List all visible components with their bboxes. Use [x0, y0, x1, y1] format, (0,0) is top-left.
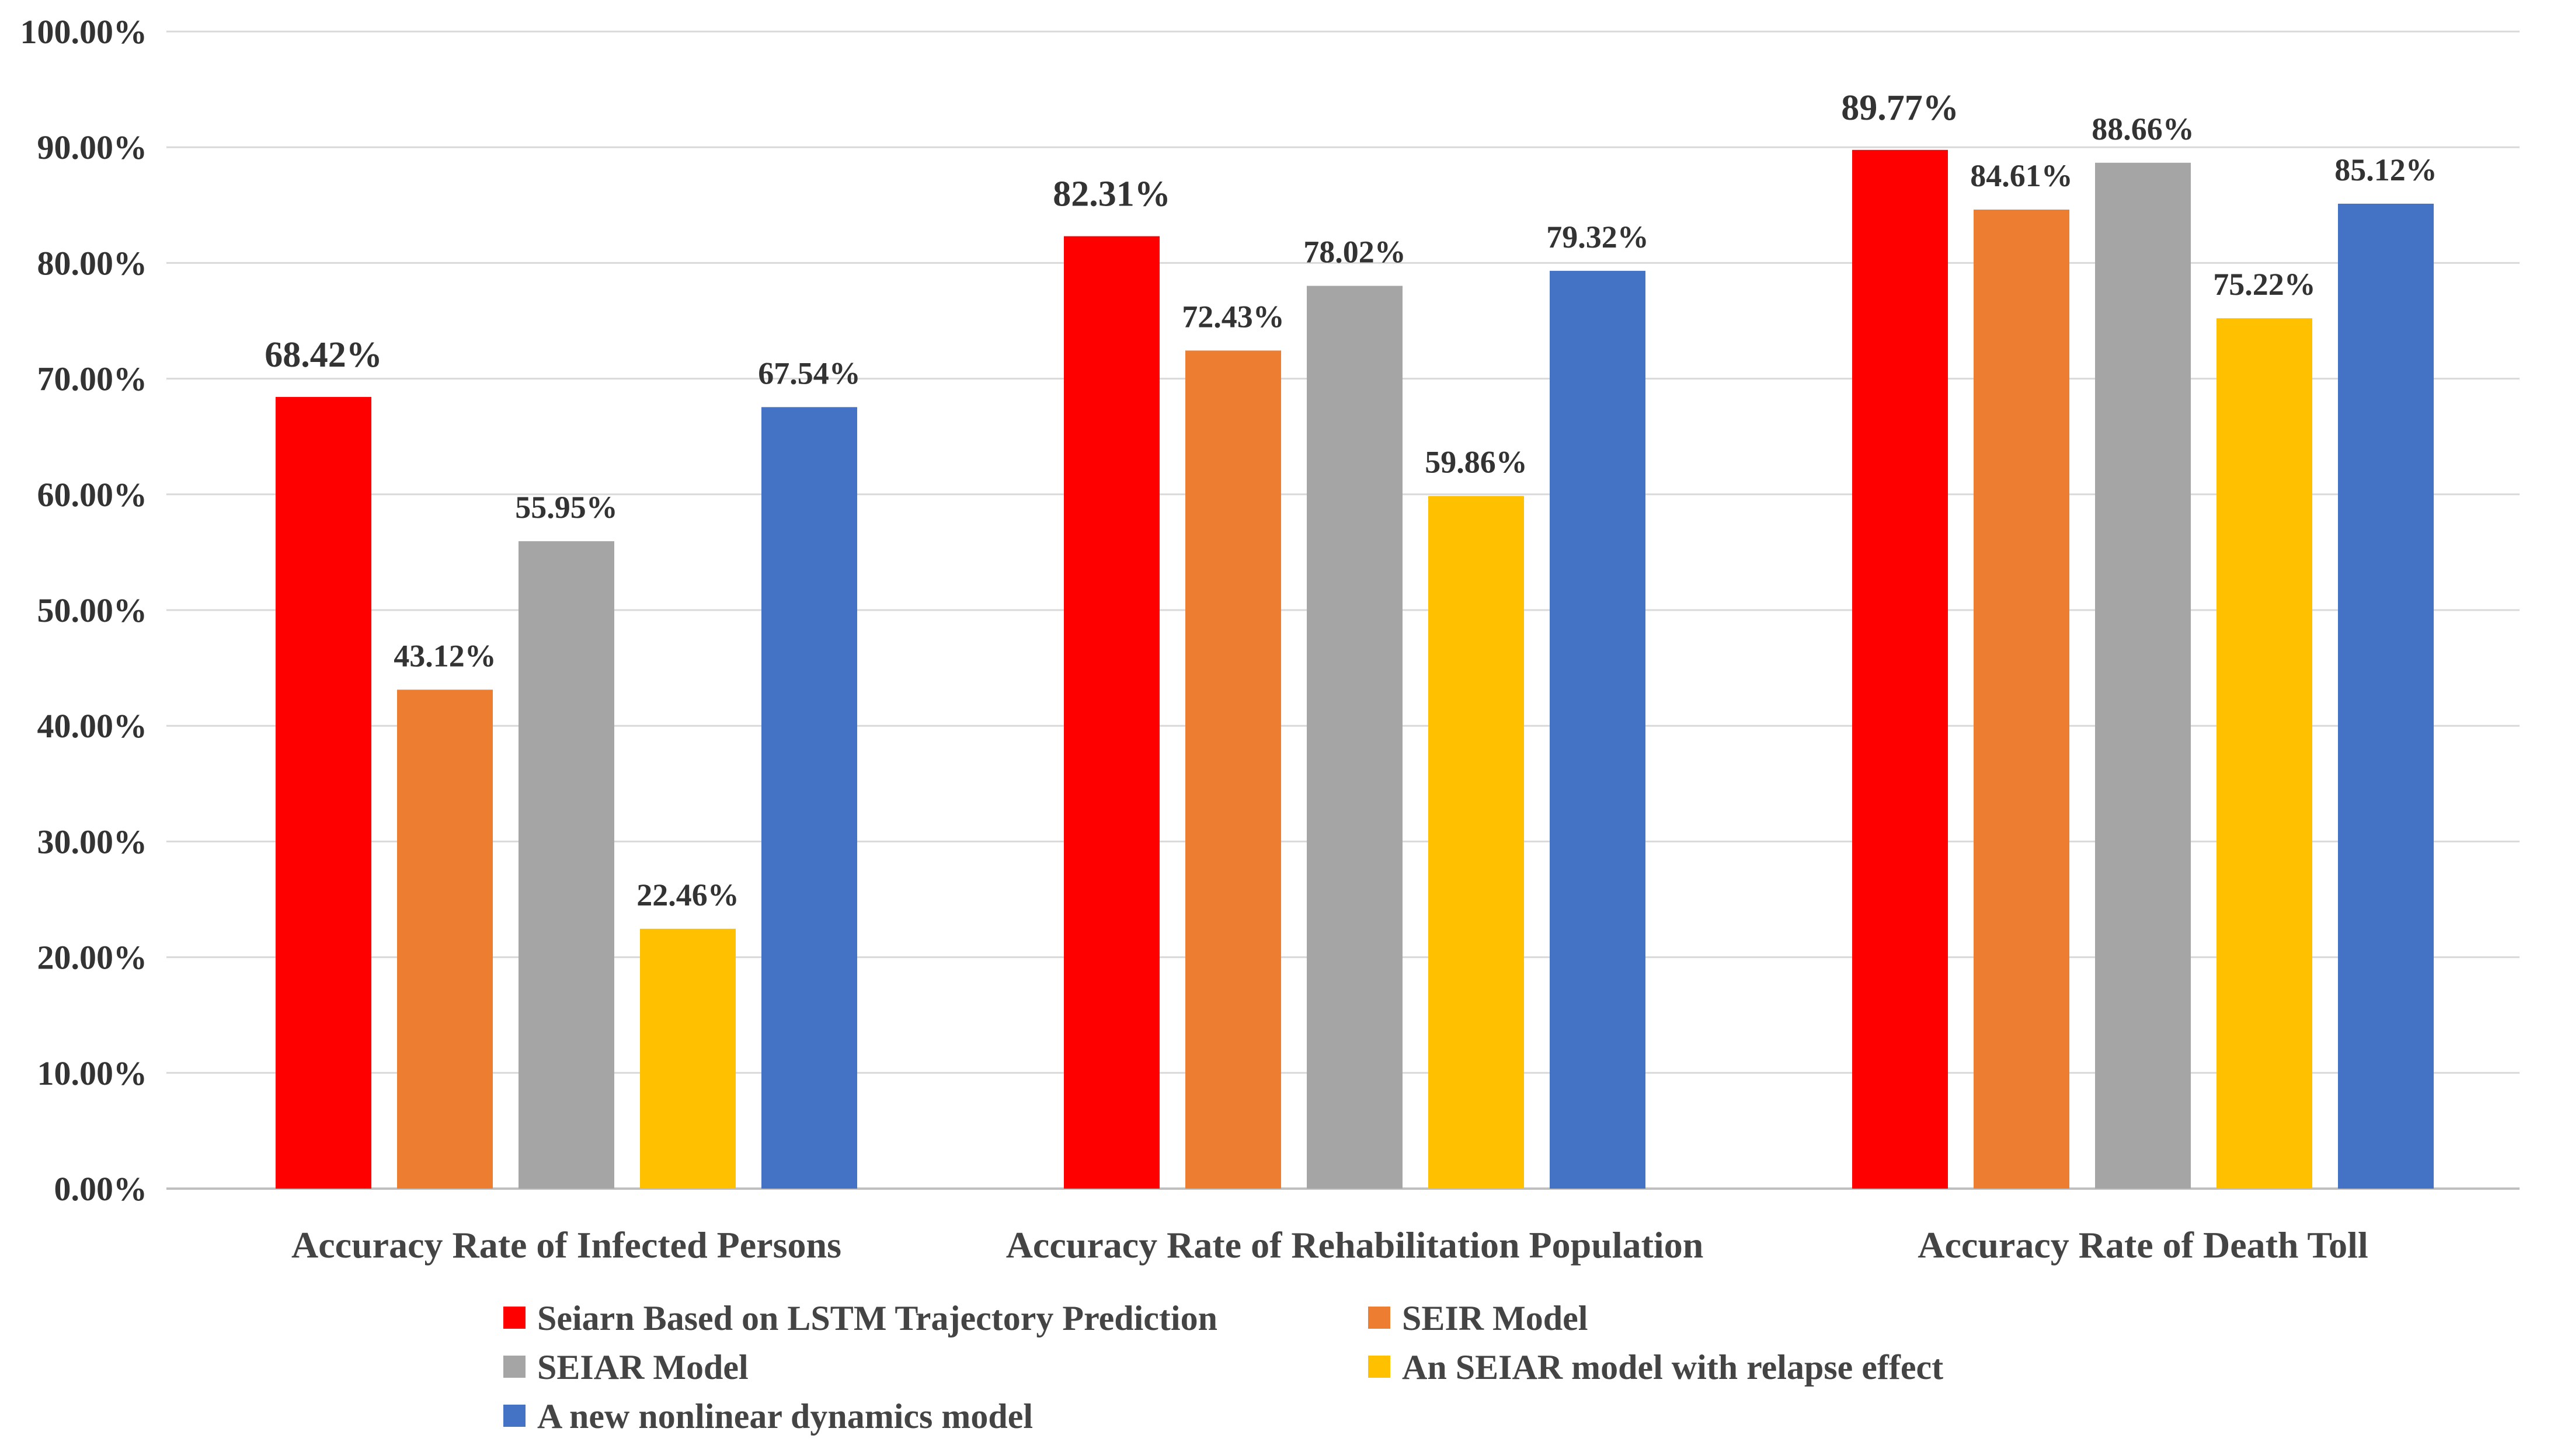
- legend-label: Seiarn Based on LSTM Trajectory Predicti…: [537, 1299, 1217, 1337]
- legend-label: An SEIAR model with relapse effect: [1402, 1348, 1943, 1387]
- legend-swatch: [1368, 1356, 1390, 1378]
- data-label: 88.66%: [2092, 112, 2194, 147]
- y-tick-label: 70.00%: [37, 360, 148, 398]
- bar: [1185, 350, 1281, 1189]
- bar: [397, 689, 493, 1189]
- y-tick-label: 60.00%: [37, 476, 148, 514]
- y-tick-label: 100.00%: [20, 13, 148, 51]
- data-label: 82.31%: [1053, 175, 1171, 214]
- bar: [1550, 270, 1645, 1189]
- y-tick-label: 50.00%: [37, 591, 148, 629]
- bar: [2338, 203, 2434, 1189]
- bar: [761, 407, 857, 1189]
- bar: [1428, 496, 1524, 1189]
- bar: [1064, 236, 1160, 1189]
- bar: [519, 541, 614, 1189]
- bar: [1307, 285, 1403, 1189]
- legend-item: Seiarn Based on LSTM Trajectory Predicti…: [503, 1299, 1217, 1337]
- legend-item: A new nonlinear dynamics model: [503, 1397, 1033, 1436]
- legend-swatch: [1368, 1307, 1390, 1329]
- data-label: 84.61%: [1970, 158, 2073, 193]
- legend-label: A new nonlinear dynamics model: [537, 1397, 1033, 1436]
- y-tick-label: 30.00%: [37, 823, 148, 861]
- y-tick-label: 10.00%: [37, 1054, 148, 1092]
- y-tick-label: 90.00%: [37, 128, 148, 166]
- legend-swatch: [503, 1405, 526, 1427]
- legend-swatch: [503, 1356, 526, 1378]
- data-label: 59.86%: [1425, 445, 1527, 480]
- data-label: 55.95%: [515, 490, 618, 525]
- data-label: 78.02%: [1303, 235, 1406, 270]
- x-category-label: Accuracy Rate of Death Toll: [1918, 1224, 2368, 1266]
- bars: [276, 149, 2434, 1189]
- bar: [276, 396, 371, 1189]
- data-label: 72.43%: [1182, 299, 1285, 334]
- bar: [640, 928, 736, 1189]
- y-tick-label: 40.00%: [37, 707, 148, 745]
- y-tick-label: 0.00%: [54, 1170, 148, 1208]
- x-axis-category-labels: Accuracy Rate of Infected Persons Accurac…: [291, 1224, 2368, 1266]
- legend: Seiarn Based on LSTM Trajectory Predicti…: [503, 1299, 1943, 1436]
- legend-label: SEIR Model: [1402, 1299, 1588, 1337]
- bar: [2095, 162, 2191, 1189]
- legend-item: SEIR Model: [1368, 1299, 1588, 1337]
- data-label: 75.22%: [2213, 267, 2316, 302]
- x-category-label: Accuracy Rate of Infected Persons: [291, 1224, 841, 1266]
- x-category-label: Accuracy Rate of Rehabilitation Populati…: [1006, 1224, 1704, 1266]
- data-label: 79.32%: [1546, 220, 1649, 255]
- bar: [1852, 149, 1948, 1189]
- bar: [2217, 318, 2312, 1189]
- data-label: 89.77%: [1841, 88, 1959, 128]
- legend-item: An SEIAR model with relapse effect: [1368, 1348, 1943, 1387]
- y-tick-label: 20.00%: [37, 939, 148, 977]
- data-label: 43.12%: [394, 638, 496, 673]
- legend-swatch: [503, 1307, 526, 1329]
- y-axis-tick-labels: 0.00% 10.00% 20.00% 30.00% 40.00% 50.00% 60.00…: [20, 13, 148, 1208]
- legend-item: SEIAR Model: [503, 1348, 749, 1387]
- data-labels: 68.42% 43.12% 55.95% 22.46% 67.54% 82.31% 72.4…: [265, 88, 2437, 912]
- data-label: 22.46%: [636, 877, 739, 912]
- data-label: 68.42%: [265, 335, 382, 375]
- data-label: 85.12%: [2334, 152, 2437, 187]
- bar: [1974, 210, 2069, 1189]
- data-label: 67.54%: [758, 356, 861, 391]
- legend-label: SEIAR Model: [537, 1348, 749, 1387]
- y-tick-label: 80.00%: [37, 244, 148, 282]
